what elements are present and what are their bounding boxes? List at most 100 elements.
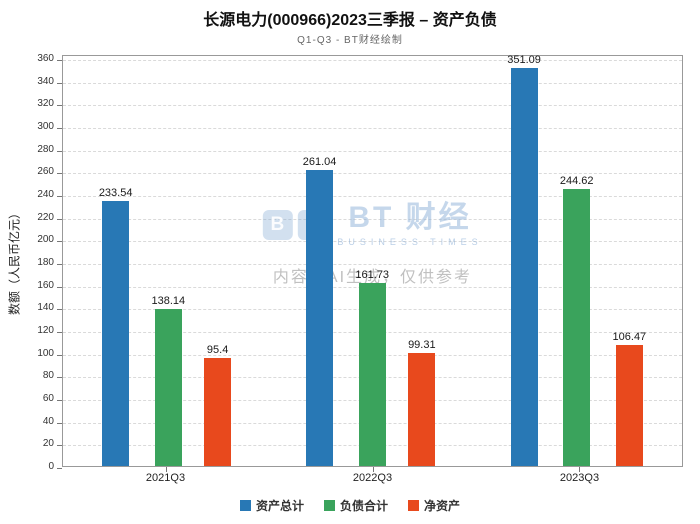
y-tick-label: 120 xyxy=(37,325,54,336)
bar-holder-total-assets: 261.04 xyxy=(302,156,337,466)
legend-item-total-assets: 资产总计 xyxy=(239,497,304,514)
y-tick-label: 300 xyxy=(37,121,54,132)
bar-net-assets xyxy=(204,357,232,466)
y-tick-mark xyxy=(57,468,62,469)
gridline xyxy=(63,60,682,61)
y-tick-mark xyxy=(57,286,62,288)
bar-holder-total-assets: 233.54 xyxy=(98,187,133,466)
y-tick-mark xyxy=(57,173,62,175)
gridline xyxy=(63,218,682,220)
bar-holder-net-assets: 99.31 xyxy=(408,339,436,466)
y-tick-label: 20 xyxy=(42,438,54,450)
gridline xyxy=(63,82,682,84)
gridline xyxy=(63,196,682,197)
chart-title: 长源电力(000966)2023三季报 – 资产负债 xyxy=(203,12,497,29)
y-tick-label: 200 xyxy=(37,234,54,246)
y-tick-mark xyxy=(57,196,62,197)
x-axis-ticks: 2021Q3 2022Q3 2023Q3 xyxy=(62,472,683,484)
y-tick-mark xyxy=(57,241,62,243)
bar-value-label: 138.14 xyxy=(151,295,186,308)
y-tick-mark xyxy=(57,400,62,401)
legend-item-total-liabilities: 负债合计 xyxy=(323,497,388,514)
y-tick-mark xyxy=(57,60,62,61)
bar-group-2023Q3: 351.09 244.62 106.47 xyxy=(507,54,646,466)
y-tick-label: 360 xyxy=(37,53,54,64)
bar-holder-total-liabilities: 161.73 xyxy=(355,269,389,466)
y-tick-label: 40 xyxy=(42,415,54,427)
bar-total-assets xyxy=(306,170,334,466)
y-tick-mark xyxy=(57,128,62,129)
bar-value-label: 95.4 xyxy=(206,343,229,356)
x-tick-mark xyxy=(166,467,168,472)
x-tick-label: 2021Q3 xyxy=(145,472,186,484)
y-tick-mark xyxy=(57,332,62,333)
y-tick-label: 220 xyxy=(37,211,54,223)
y-tick-mark xyxy=(57,150,62,152)
gridline xyxy=(63,241,682,243)
x-tick-label: 2022Q3 xyxy=(352,472,393,484)
bar-value-label: 351.09 xyxy=(507,54,541,67)
bar-net-assets xyxy=(615,345,643,466)
y-tick-label: 100 xyxy=(37,347,54,359)
y-tick-label: 240 xyxy=(37,189,54,200)
bar-value-label: 106.47 xyxy=(612,331,647,344)
y-tick-mark xyxy=(57,354,62,356)
bar-holder-total-liabilities: 138.14 xyxy=(151,295,185,466)
y-tick-label: 0 xyxy=(48,461,54,472)
legend-label-net-assets: 净资产 xyxy=(424,499,461,513)
legend: 资产总计 负债合计 净资产 xyxy=(0,497,700,514)
y-tick-label: 260 xyxy=(37,166,54,178)
y-tick-mark xyxy=(57,264,62,265)
bar-value-label: 261.04 xyxy=(302,156,337,169)
y-tick-label: 280 xyxy=(37,143,54,155)
bar-holder-total-assets: 351.09 xyxy=(507,54,541,466)
legend-label-total-liabilities: 负债合计 xyxy=(339,499,388,513)
bar-total-assets xyxy=(510,68,538,466)
bar-holder-total-liabilities: 244.62 xyxy=(560,175,594,466)
bar-holder-net-assets: 95.4 xyxy=(204,343,232,466)
bar-net-assets xyxy=(408,353,436,466)
x-tick-label: 2023Q3 xyxy=(559,472,600,484)
bar-total-assets xyxy=(102,201,130,466)
y-tick-label: 140 xyxy=(37,302,54,314)
y-tick-mark xyxy=(57,309,62,311)
legend-item-net-assets: 净资产 xyxy=(408,497,460,514)
y-tick-label: 160 xyxy=(37,279,54,291)
y-tick-mark xyxy=(57,218,62,220)
y-tick-mark xyxy=(57,422,62,424)
bar-total-liabilities xyxy=(358,282,386,466)
bar-value-label: 233.54 xyxy=(98,187,133,200)
gridline xyxy=(63,150,682,152)
y-tick-label: 180 xyxy=(37,257,54,268)
bar-group-2021Q3: 233.54 138.14 95.4 xyxy=(98,187,232,466)
bar-group-2022Q3: 261.04 161.73 99.31 xyxy=(303,156,436,466)
y-tick-label: 320 xyxy=(37,98,54,110)
gridline xyxy=(63,105,682,107)
x-tick-mark xyxy=(578,467,580,472)
gridline xyxy=(63,128,682,129)
y-tick-mark xyxy=(57,82,62,84)
y-tick-label: 340 xyxy=(37,75,54,87)
y-tick-mark xyxy=(57,105,62,107)
x-tick-mark xyxy=(372,467,374,472)
y-tick-mark xyxy=(57,377,62,379)
bar-value-label: 244.62 xyxy=(559,174,594,187)
legend-swatch-net-assets xyxy=(408,500,419,511)
plot-area: B T BT 财经 BUSINESS TIMES 内容由AI生成，仅供参考 23… xyxy=(57,54,683,472)
bar-groups: 233.54 138.14 95.4 261.04 161.73 99.31 351.09 2… xyxy=(63,54,682,466)
bar-total-liabilities xyxy=(563,188,591,466)
y-tick-label: 80 xyxy=(42,370,54,382)
gridline xyxy=(63,173,682,175)
y-tick-mark xyxy=(57,445,62,447)
bar-value-label: 99.31 xyxy=(408,339,436,352)
bar-total-liabilities xyxy=(154,309,182,466)
legend-swatch-total-assets xyxy=(239,500,251,511)
bar-value-label: 161.73 xyxy=(355,268,390,281)
legend-label-total-assets: 资产总计 xyxy=(255,499,304,513)
bar-holder-net-assets: 106.47 xyxy=(612,331,647,466)
y-tick-label: 60 xyxy=(42,393,54,404)
legend-swatch-total-liabilities xyxy=(323,500,335,511)
chart-subtitle: Q1-Q3 - BT财经绘制 xyxy=(297,35,403,46)
gridline xyxy=(63,264,682,265)
